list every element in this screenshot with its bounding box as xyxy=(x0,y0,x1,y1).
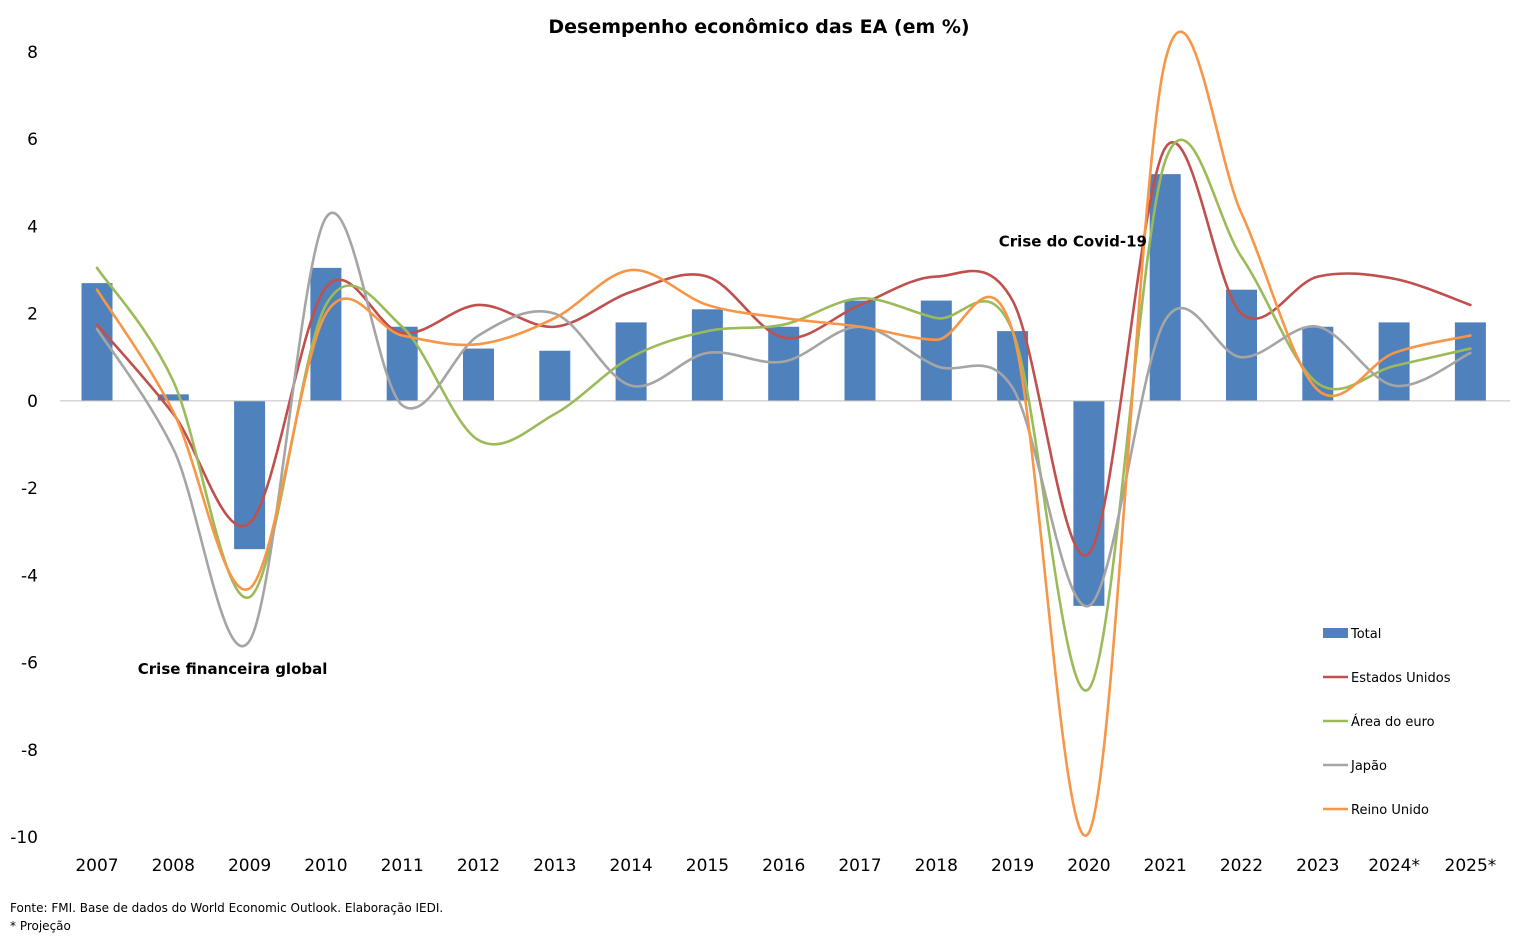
x-tick-label: 2025* xyxy=(1445,856,1497,876)
projection-note: * Projeção xyxy=(10,919,71,933)
chart-title: Desempenho econômico das EA (em %) xyxy=(548,16,969,38)
line-japao xyxy=(95,211,1472,648)
y-tick-label: -4 xyxy=(21,566,38,586)
chart: Desempenho econômico das EA (em %) 86420… xyxy=(10,16,1510,876)
y-tick-label: -6 xyxy=(21,654,38,674)
line-reino-unido xyxy=(95,30,1472,837)
x-tick-label: 2021 xyxy=(1144,856,1187,876)
bar-total-2020 xyxy=(1073,400,1105,606)
legend-label-estados-unidos: Estados Unidos xyxy=(1351,671,1451,686)
line-estados-unidos xyxy=(95,141,1472,557)
line-area-do-euro xyxy=(95,138,1472,692)
x-tick-label: 2011 xyxy=(381,856,424,876)
legend-label-total: Total xyxy=(1350,627,1381,642)
bar-total-2012 xyxy=(463,348,494,401)
y-tick-label: 2 xyxy=(27,305,38,325)
bar-total-2022 xyxy=(1226,289,1257,401)
bar-total-2024 xyxy=(1378,322,1410,401)
x-tick-label: 2016 xyxy=(762,856,805,876)
legend-label-area-do-euro: Área do euro xyxy=(1351,714,1435,730)
annotation-label: Crise do Covid-19 xyxy=(999,233,1147,251)
y-tick-label: 8 xyxy=(27,43,38,63)
y-tick-label: -10 xyxy=(10,828,38,848)
x-tick-label: 2009 xyxy=(228,856,271,876)
x-tick-label: 2018 xyxy=(915,856,958,876)
y-tick-label: 4 xyxy=(27,217,38,237)
x-tick-label: 2014 xyxy=(609,856,652,876)
bar-total-2007 xyxy=(81,283,113,401)
x-tick-label: 2012 xyxy=(457,856,500,876)
bar-total-2009 xyxy=(234,400,266,550)
legend-label-japao: Japão xyxy=(1350,759,1387,774)
legend-swatch-total xyxy=(1323,628,1348,638)
x-tick-label: 2022 xyxy=(1220,856,1263,876)
bar-total-2013 xyxy=(539,350,571,401)
x-tick-label: 2024* xyxy=(1368,856,1420,876)
x-tick-label: 2017 xyxy=(838,856,881,876)
x-tick-label: 2008 xyxy=(152,856,195,876)
x-tick-label: 2019 xyxy=(991,856,1034,876)
bar-total-2025 xyxy=(1454,322,1486,401)
bar-total-2017 xyxy=(844,300,876,401)
bar-total-2014 xyxy=(615,322,647,401)
y-tick-label: -8 xyxy=(21,741,38,761)
x-tick-label: 2013 xyxy=(533,856,576,876)
x-tick-label: 2015 xyxy=(686,856,729,876)
y-tick-label: -2 xyxy=(21,479,38,499)
x-tick-label: 2010 xyxy=(304,856,347,876)
x-tick-label: 2020 xyxy=(1067,856,1110,876)
y-tick-label: 6 xyxy=(27,130,38,150)
annotation-label: Crise financeira global xyxy=(138,660,328,678)
bar-total-2008 xyxy=(157,394,189,401)
x-tick-label: 2023 xyxy=(1296,856,1339,876)
source-note: Fonte: FMI. Base de dados do World Econo… xyxy=(10,901,444,915)
y-tick-label: 0 xyxy=(27,392,38,412)
legend-label-reino-unido: Reino Unido xyxy=(1351,803,1429,818)
x-tick-label: 2007 xyxy=(75,856,118,876)
